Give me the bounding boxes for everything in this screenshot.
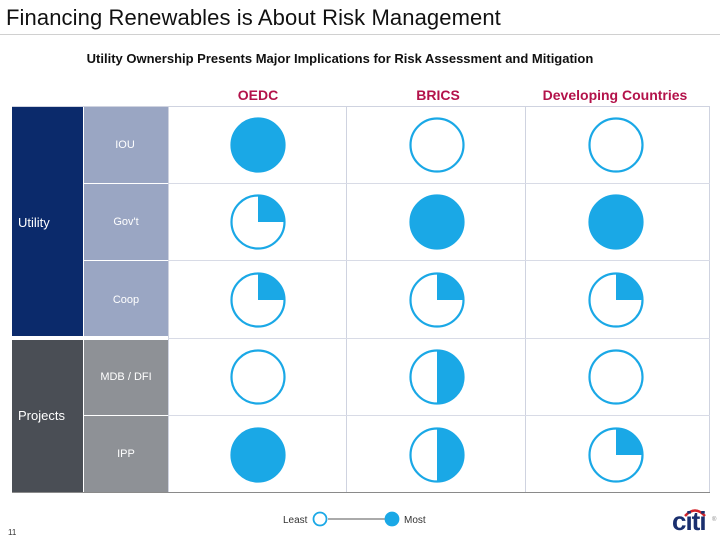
harvey-ball-fill [258,273,285,300]
harvey-ball-outline [588,117,644,173]
harvey-ball-fill [616,428,643,455]
harvey-ball-ipp-developing [588,427,644,483]
utility-group-block [12,106,83,336]
row-label-iou: IOU [115,139,135,151]
harvey-ball-outline [409,194,465,250]
legend-most-label: Most [404,515,426,526]
grid-hline [168,338,710,339]
row-label-mdb: MDB / DFI [100,371,152,383]
legend-scale [312,511,400,527]
harvey-ball-outline [230,427,286,483]
grid-hline [168,415,710,416]
row-block-iou [84,106,168,183]
grid-top-rule [12,106,710,107]
harvey-ball-mdb-developing [588,349,644,405]
grid-vline [346,106,347,492]
citi-logo: citi [672,506,707,536]
legend-empty-ball-icon [312,511,328,527]
title-divider [0,34,720,35]
page-number: 11 [8,528,17,537]
harvey-ball-fill [437,273,464,300]
harvey-ball-outline [588,194,644,250]
legend-full-ball-icon [384,511,400,527]
harvey-ball-iou-oedc [230,117,286,173]
row-block-ipp [84,416,168,492]
citi-arc-icon [684,509,706,517]
harvey-ball-outline [230,349,286,405]
column-header-developing: Developing Countries [542,87,688,103]
projects-group-block [12,340,83,492]
grid-hline [168,260,710,261]
page-subtitle: Utility Ownership Presents Major Implica… [86,51,594,66]
harvey-ball-outline [588,349,644,405]
row-label-ipp: IPP [117,448,135,460]
column-header-brics: BRICS [416,87,460,103]
harvey-ball-fill [437,428,464,482]
harvey-ball-fill [437,350,464,404]
row-block-govt [84,184,168,260]
harvey-ball-fill [258,195,285,222]
harvey-ball-iou-brics [409,117,465,173]
page-title: Financing Renewables is About Risk Manag… [6,5,501,30]
harvey-ball-ipp-brics [409,427,465,483]
grid-vline [168,106,169,492]
legend-least-label: Least [283,515,308,526]
grid-hline [168,183,710,184]
row-block-mdb [84,340,168,415]
harvey-ball-govt-brics [409,194,465,250]
harvey-ball-fill [616,273,643,300]
column-header-oedc: OEDC [237,87,279,103]
grid-vline [525,106,526,492]
harvey-ball-govt-developing [588,194,644,250]
harvey-ball-outline [409,117,465,173]
harvey-ball-ipp-oedc [230,427,286,483]
row-block-coop [84,261,168,336]
harvey-ball-mdb-brics [409,349,465,405]
harvey-ball-govt-oedc [230,194,286,250]
row-label-coop: Coop [112,294,140,306]
grid-bottom-rule [12,492,710,493]
harvey-ball-iou-developing [588,117,644,173]
group-label-projects: Projects [18,408,65,423]
group-label-utility: Utility [18,215,50,230]
harvey-ball-coop-developing [588,272,644,328]
grid-vline [709,106,710,492]
harvey-ball-outline [230,117,286,173]
harvey-ball-mdb-oedc [230,349,286,405]
row-label-govt: Gov't [113,216,139,228]
harvey-ball-coop-oedc [230,272,286,328]
harvey-ball-coop-brics [409,272,465,328]
registered-mark: ® [712,517,717,523]
